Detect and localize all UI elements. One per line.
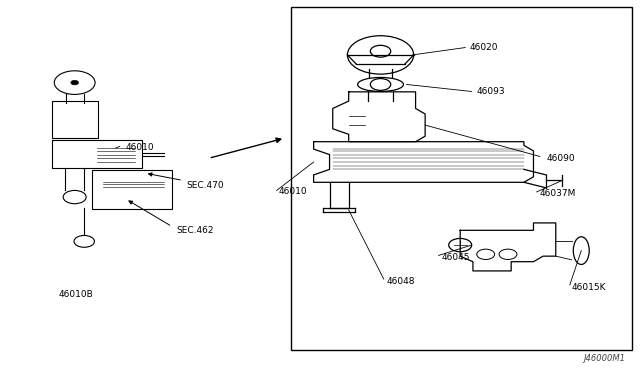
Text: 46045: 46045 bbox=[441, 253, 470, 263]
Text: SEC.462: SEC.462 bbox=[177, 226, 214, 235]
FancyBboxPatch shape bbox=[291, 7, 632, 350]
Text: J46000M1: J46000M1 bbox=[584, 354, 626, 363]
Circle shape bbox=[71, 80, 79, 85]
Text: 46015K: 46015K bbox=[572, 283, 606, 292]
Text: 46010B: 46010B bbox=[59, 291, 93, 299]
Text: 46093: 46093 bbox=[476, 87, 505, 96]
Text: 46010: 46010 bbox=[125, 143, 154, 152]
Text: 46037M: 46037M bbox=[540, 189, 576, 198]
Text: 46090: 46090 bbox=[546, 154, 575, 163]
Text: 46010: 46010 bbox=[278, 187, 307, 196]
Text: 46048: 46048 bbox=[387, 278, 415, 286]
FancyBboxPatch shape bbox=[92, 170, 172, 209]
FancyBboxPatch shape bbox=[52, 101, 99, 138]
Text: 46020: 46020 bbox=[470, 43, 499, 52]
Text: SEC.470: SEC.470 bbox=[186, 182, 224, 190]
